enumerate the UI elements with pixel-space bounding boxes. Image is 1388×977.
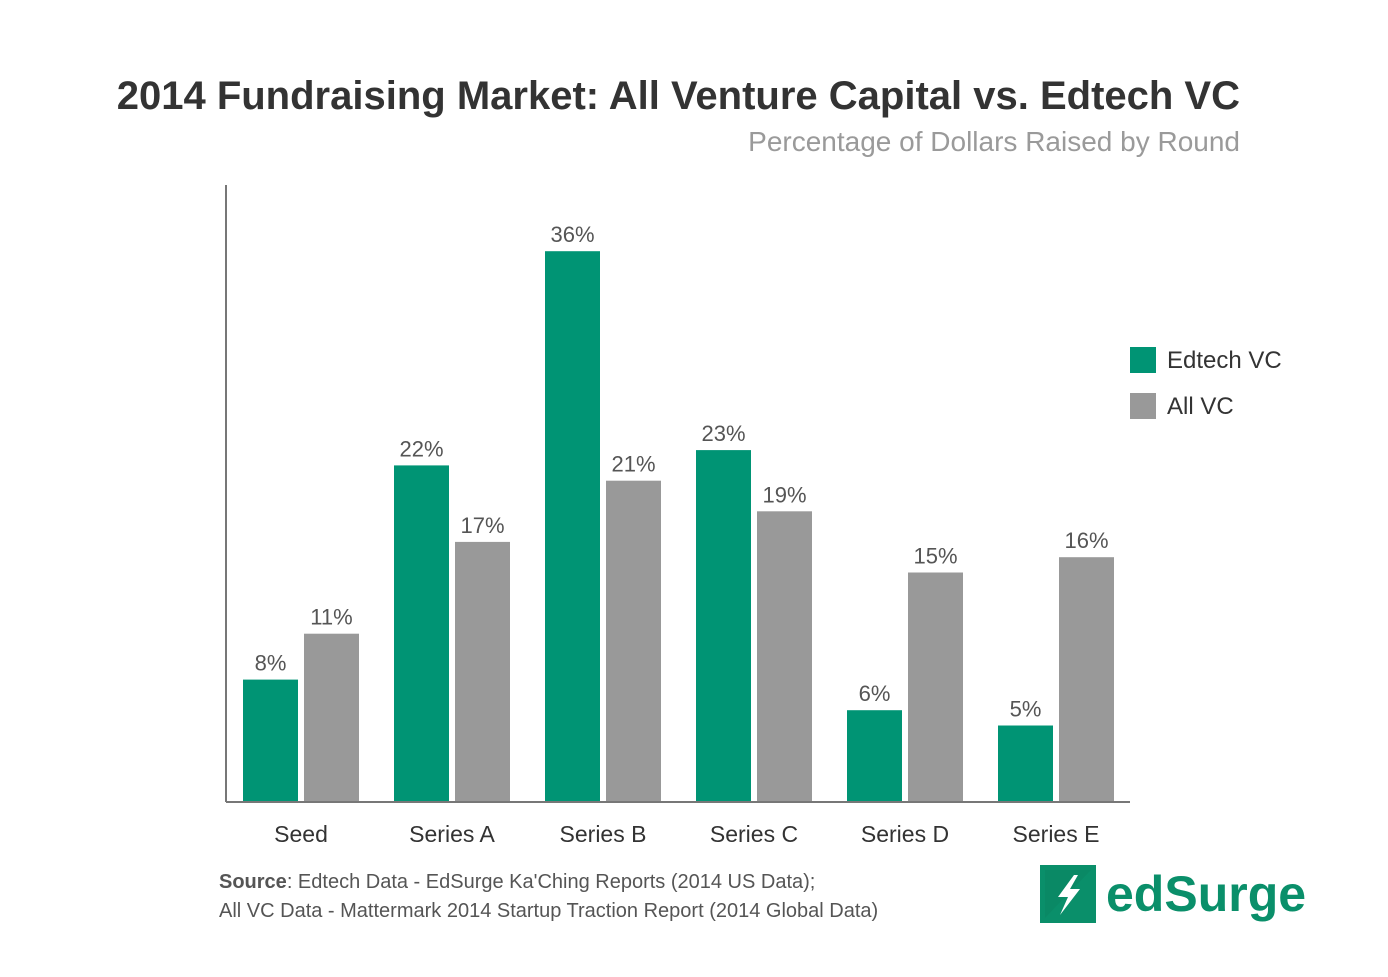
logo-text: edSurge [1106,866,1307,922]
value-label-edtech-vc-series-c: 23% [701,421,745,446]
value-label-edtech-vc-series-d: 6% [859,681,891,706]
chart-subtitle: Percentage of Dollars Raised by Round [748,126,1240,157]
bar-all-vc-seed [304,633,359,802]
value-label-all-vc-series-b: 21% [611,452,655,477]
value-label-all-vc-seed: 11% [310,605,352,630]
category-labels-group: Seed Series A Series B Series C Series D Seri… [274,821,1099,847]
legend: Edtech VC All VC [1130,347,1282,420]
bar-edtech-vc-series-b [545,251,600,802]
bar-edtech-vc-series-e [998,725,1053,802]
source-line-2: All VC Data - Mattermark 2014 Startup Tr… [219,900,879,922]
lightning-bolt-icon [1040,865,1096,923]
bar-edtech-vc-series-a [394,465,449,802]
source-line-1: : Edtech Data - EdSurge Ka'Ching Reports… [286,871,816,893]
value-label-all-vc-series-e: 16% [1064,528,1108,553]
legend-swatch-all-vc [1130,393,1156,419]
source-label: Source [219,871,287,893]
bar-all-vc-series-b [606,480,661,802]
bar-edtech-vc-seed [243,679,298,802]
value-label-all-vc-series-d: 15% [913,544,957,569]
bar-edtech-vc-series-c [696,450,751,802]
category-label-series-b: Series B [560,821,647,847]
value-label-all-vc-series-c: 19% [762,482,806,507]
bar-all-vc-series-c [757,511,812,802]
value-label-edtech-vc-series-e: 5% [1010,697,1042,722]
legend-swatch-edtech-vc [1130,347,1156,373]
source-note: Source: Edtech Data - EdSurge Ka'Ching R… [219,868,878,926]
category-label-seed: Seed [274,821,328,847]
value-label-edtech-vc-seed: 8% [255,651,287,676]
edsurge-logo: edSurge [1040,865,1306,923]
legend-label-edtech-vc: Edtech VC [1167,347,1282,374]
bar-all-vc-series-e [1059,557,1114,802]
bar-all-vc-series-d [908,572,963,802]
chart-title: 2014 Fundraising Market: All Venture Cap… [116,74,1240,118]
value-labels-group: 8% 11% 22% 17% 36% 21% 23% 19% 6% 15% 5% 16% [255,222,1109,721]
value-label-edtech-vc-series-a: 22% [399,436,443,461]
bar-edtech-vc-series-d [847,710,902,802]
category-label-series-a: Series A [409,821,495,847]
value-label-edtech-vc-series-b: 36% [550,222,594,247]
category-label-series-d: Series D [861,821,949,847]
bar-all-vc-series-a [455,541,510,802]
category-label-series-e: Series E [1013,821,1100,847]
legend-label-all-vc: All VC [1167,393,1234,420]
value-label-all-vc-series-a: 17% [460,513,504,538]
bars-group [243,251,1114,802]
category-label-series-c: Series C [710,821,798,847]
